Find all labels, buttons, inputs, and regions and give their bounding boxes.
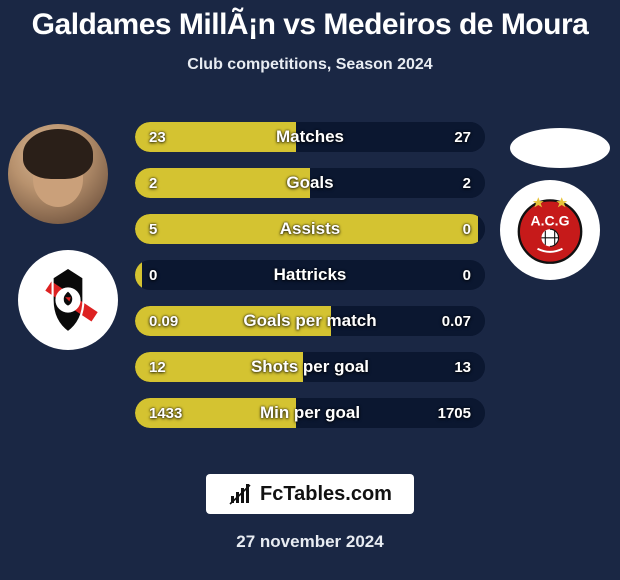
stat-value-left: 12 <box>149 352 166 382</box>
stat-bar-right <box>478 214 485 244</box>
stat-row: 00Hattricks <box>135 260 485 290</box>
stat-value-left: 23 <box>149 122 166 152</box>
player-right-avatar <box>510 128 610 168</box>
stat-bar-track <box>135 352 485 382</box>
stat-bar-right <box>310 168 485 198</box>
stat-value-right: 2 <box>463 168 471 198</box>
stat-row: 14331705Min per goal <box>135 398 485 428</box>
stats-bar-group: 2327Matches22Goals50Assists00Hattricks0.… <box>135 122 485 444</box>
stat-bar-left <box>135 260 142 290</box>
stat-value-left: 2 <box>149 168 157 198</box>
bars-chart-icon <box>228 482 252 506</box>
player-right-club-badge: A.C.G <box>500 180 600 280</box>
stat-row: 0.090.07Goals per match <box>135 306 485 336</box>
stat-value-right: 27 <box>454 122 471 152</box>
stat-bar-left <box>135 168 310 198</box>
stat-value-right: 0.07 <box>442 306 471 336</box>
stat-bar-track <box>135 122 485 152</box>
stat-row: 2327Matches <box>135 122 485 152</box>
stat-bar-track <box>135 260 485 290</box>
player-left-club-badge <box>18 250 118 350</box>
vasco-badge-icon <box>33 265 103 335</box>
comparison-subtitle: Club competitions, Season 2024 <box>0 56 620 74</box>
stat-bar-left <box>135 214 478 244</box>
stat-value-right: 0 <box>463 214 471 244</box>
stat-bar-track <box>135 214 485 244</box>
stat-value-left: 0.09 <box>149 306 178 336</box>
stat-value-right: 0 <box>463 260 471 290</box>
acg-badge-icon: A.C.G <box>511 191 589 269</box>
comparison-body: A.C.G 2327Matches22Goals50Assists00Hattr… <box>0 110 620 450</box>
comparison-date: 27 november 2024 <box>0 532 620 552</box>
brand-box: FcTables.com <box>206 474 414 514</box>
stat-row: 22Goals <box>135 168 485 198</box>
stat-bar-track <box>135 398 485 428</box>
footer: FcTables.com 27 november 2024 <box>0 474 620 552</box>
player-left-avatar <box>8 124 108 224</box>
stat-row: 1213Shots per goal <box>135 352 485 382</box>
stat-row: 50Assists <box>135 214 485 244</box>
stat-value-right: 13 <box>454 352 471 382</box>
brand-text: FcTables.com <box>260 483 392 506</box>
stat-bar-right <box>478 260 485 290</box>
stat-value-right: 1705 <box>438 398 471 428</box>
stat-bar-track <box>135 306 485 336</box>
stat-bar-track <box>135 168 485 198</box>
stat-value-left: 5 <box>149 214 157 244</box>
comparison-title: Galdames MillÃ¡n vs Medeiros de Moura <box>0 0 620 42</box>
stat-value-left: 0 <box>149 260 157 290</box>
svg-text:A.C.G: A.C.G <box>531 212 570 228</box>
stat-value-left: 1433 <box>149 398 182 428</box>
